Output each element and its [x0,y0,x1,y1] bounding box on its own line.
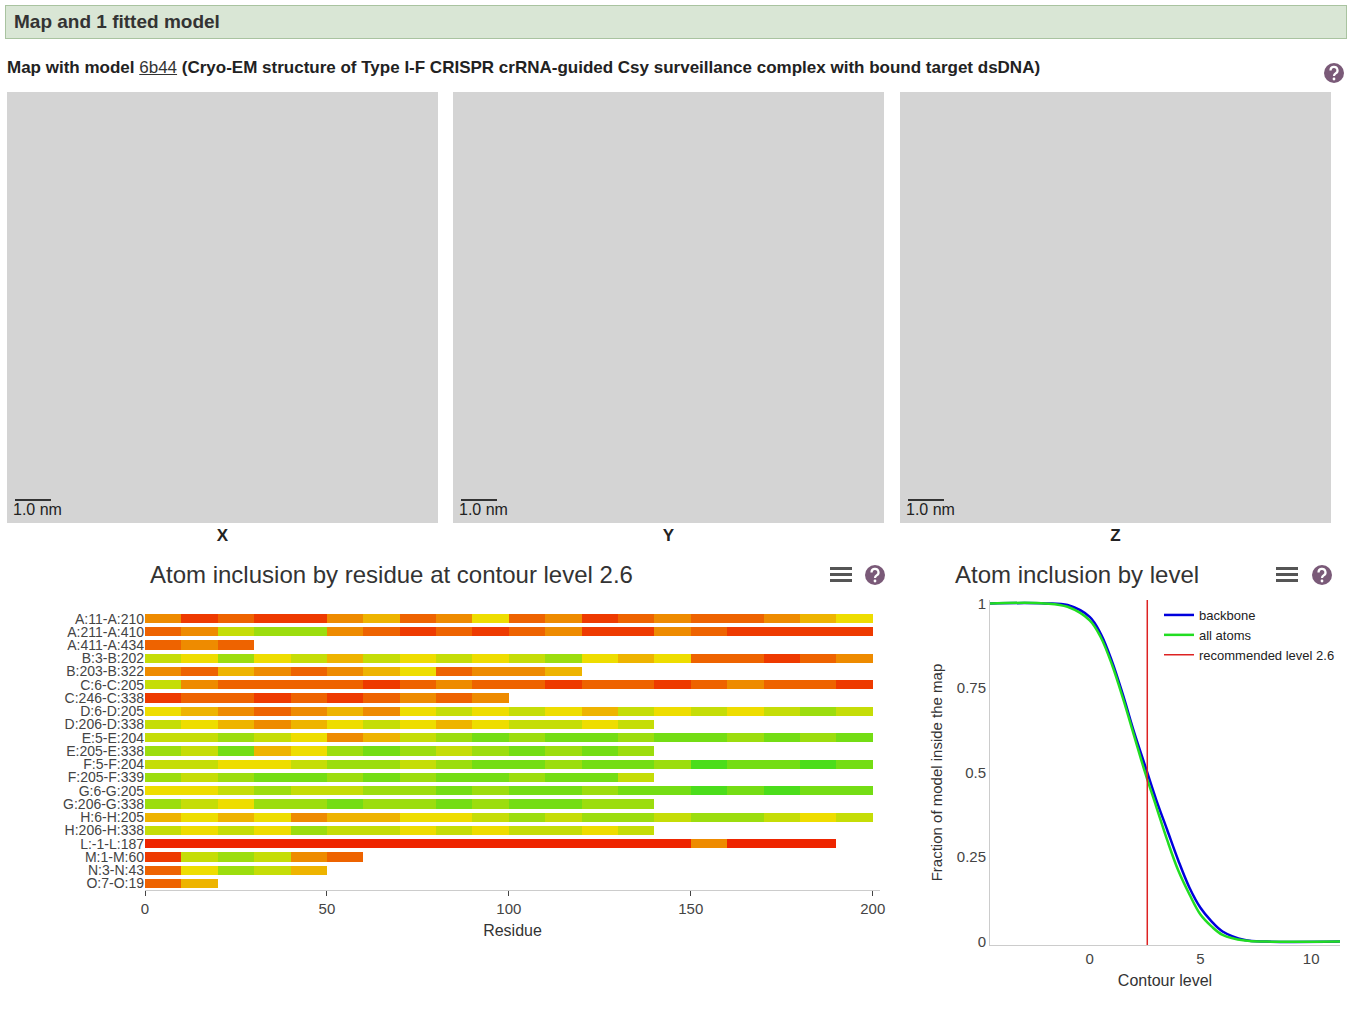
svg-text:G:206-G:338: G:206-G:338 [63,796,144,812]
svg-text:backbone: backbone [1199,608,1255,623]
html-text:X: X [216,526,229,545]
svg-text:D:206-D:338: D:206-D:338 [65,716,145,732]
svg-text:100: 100 [496,900,521,917]
svg-text:Contour level: Contour level [1118,972,1212,989]
svg-text:B:203-B:322: B:203-B:322 [66,663,144,679]
svg-text:0.75: 0.75 [957,679,986,696]
html-text:Map with model 6b44 (Cryo-EM s: Map with model 6b44 (Cryo-EM structure o… [7,58,1041,77]
html-text:Y: Y [662,526,675,545]
svg-text:recommended level 2.6: recommended level 2.6 [1199,648,1334,663]
svg-text:0.5: 0.5 [965,764,986,781]
svg-text:0: 0 [978,933,986,950]
svg-text:0: 0 [141,900,149,917]
svg-text:D:6-D:205: D:6-D:205 [80,703,144,719]
svg-text:E:5-E:204: E:5-E:204 [82,730,144,746]
svg-text:1: 1 [978,595,986,612]
svg-text:H:206-H:338: H:206-H:338 [65,822,145,838]
html-text:1.0 nm: 1.0 nm [906,501,955,518]
svg-text:F:205-F:339: F:205-F:339 [68,769,144,785]
svg-text:200: 200 [860,900,885,917]
svg-text:A:11-A:210: A:11-A:210 [75,611,144,627]
svg-text:N:3-N:43: N:3-N:43 [88,862,144,878]
svg-text:O:7-O:19: O:7-O:19 [86,875,144,891]
svg-text:G:6-G:205: G:6-G:205 [79,783,145,799]
svg-text:L:-1-L:187: L:-1-L:187 [80,836,144,852]
svg-text:50: 50 [319,900,336,917]
svg-text:C:246-C:338: C:246-C:338 [65,690,145,706]
html-text:Z: Z [1110,526,1121,545]
svg-text:Residue: Residue [483,922,542,939]
svg-text:A:211-A:410: A:211-A:410 [67,624,144,640]
svg-text:H:6-H:205: H:6-H:205 [80,809,144,825]
svg-text:M:1-M:60: M:1-M:60 [85,849,144,865]
svg-text:0.25: 0.25 [957,848,986,865]
svg-text:Fraction of model inside the m: Fraction of model inside the map [928,664,945,882]
svg-text:E:205-E:338: E:205-E:338 [66,743,144,759]
html-text:1.0 nm: 1.0 nm [459,501,508,518]
svg-text:all atoms: all atoms [1199,628,1252,643]
svg-text:150: 150 [678,900,703,917]
svg-text:10: 10 [1303,950,1320,967]
svg-text:Atom inclusion by level: Atom inclusion by level [955,561,1199,588]
svg-text:B:3-B:202: B:3-B:202 [82,650,144,666]
svg-text:5: 5 [1196,950,1204,967]
html-text:Map and 1 fitted model: Map and 1 fitted model [14,11,220,32]
svg-text:A:411-A:434: A:411-A:434 [67,637,144,653]
html-text:1.0 nm: 1.0 nm [13,501,62,518]
svg-text:0: 0 [1086,950,1094,967]
svg-text:C:6-C:205: C:6-C:205 [80,677,144,693]
svg-text:F:5-F:204: F:5-F:204 [83,756,144,772]
svg-text:Atom inclusion by residue at c: Atom inclusion by residue at contour lev… [150,561,633,588]
